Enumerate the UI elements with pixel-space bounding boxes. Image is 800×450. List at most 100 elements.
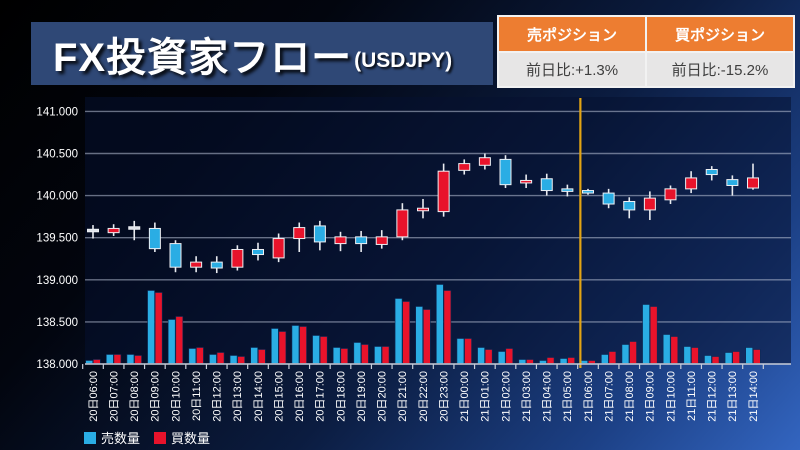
x-axis-label: 21日12:00: [707, 371, 719, 422]
buy-position-value: 前日比:-15.2%: [645, 51, 795, 88]
volume-bar-sell: [683, 346, 692, 364]
legend-buy-label: 買数量: [171, 431, 211, 446]
volume-bar-buy: [113, 354, 122, 364]
volume-bar-buy: [381, 346, 390, 364]
volume-bar-sell: [147, 290, 155, 364]
candle-body: [355, 236, 368, 245]
volume-bar-buy: [278, 331, 287, 364]
x-axis-label: 21日03:00: [521, 371, 533, 422]
volume-bar-sell: [497, 351, 506, 364]
volume-bar-sell: [724, 352, 733, 364]
volume-bar-sell: [539, 360, 547, 364]
legend-item-buy: 買数量: [154, 428, 210, 447]
candle-body: [148, 227, 161, 250]
volume-bar-buy: [299, 326, 307, 364]
volume-bar-sell: [415, 306, 424, 364]
volume-bar-buy: [587, 360, 596, 364]
y-axis-label: 140.500: [36, 149, 78, 161]
volume-bar-sell: [250, 347, 258, 364]
volume-bar-sell: [312, 335, 320, 364]
volume-bar-buy: [505, 348, 514, 364]
volume-bar-sell: [580, 360, 589, 364]
buy-volume-swatch-icon: [154, 431, 167, 444]
position-summary-table: 売ポジション 買ポジション 前日比:+1.3% 前日比:-15.2%: [497, 15, 795, 88]
y-axis-label: 138.000: [36, 359, 78, 371]
candle-body: [705, 168, 718, 176]
volume-bar-sell: [85, 360, 93, 364]
x-axis-label: 20日06:00: [88, 371, 100, 422]
x-axis-label: 21日11:00: [686, 371, 698, 421]
volume-bar-sell: [374, 346, 382, 364]
volume-bar-sell: [332, 347, 341, 364]
x-axis-label: 20日07:00: [108, 371, 120, 422]
candle-body: [561, 188, 574, 192]
volume-bar-sell: [126, 354, 135, 364]
volume-bar-sell: [704, 355, 712, 364]
volume-bar-buy: [567, 357, 575, 364]
volume-bar-sell: [188, 348, 197, 364]
x-axis-label: 21日09:00: [645, 371, 657, 422]
volume-bar-sell: [477, 347, 485, 364]
x-axis-label: 20日18:00: [335, 371, 347, 422]
volume-bar-sell: [394, 298, 403, 364]
x-axis-label: 20日11:00: [191, 371, 203, 421]
candle-body: [478, 157, 491, 166]
volume-bar-sell: [642, 304, 650, 364]
candle-body: [437, 170, 450, 213]
candle-body: [602, 192, 615, 205]
legend-sell-label: 売数量: [101, 431, 141, 446]
y-axis-label: 139.000: [36, 275, 78, 287]
x-axis-label: 20日17:00: [315, 371, 327, 422]
candle-body: [540, 178, 553, 192]
x-axis-label: 21日07:00: [603, 371, 615, 422]
x-axis-label: 21日13:00: [727, 371, 739, 422]
volume-bar-buy: [196, 347, 204, 364]
volume-bar-buy: [216, 352, 225, 364]
x-axis-label: 20日15:00: [273, 371, 285, 422]
candle-body: [685, 177, 698, 190]
title-box: FX投資家フロー (USDJPY): [31, 22, 493, 85]
volume-bar-sell: [353, 342, 362, 364]
candle-body: [417, 207, 429, 212]
y-axis-label: 138.500: [36, 317, 78, 329]
volume-bar-buy: [711, 356, 720, 364]
x-axis-label: 20日14:00: [253, 371, 265, 422]
candle-body: [375, 236, 388, 245]
x-axis-label: 20日09:00: [150, 371, 162, 422]
chart-legend: 売数量 買数量: [84, 428, 210, 447]
volume-bar-buy: [691, 347, 699, 364]
volume-bar-sell: [106, 354, 114, 364]
candle-body: [169, 243, 182, 268]
volume-bar-buy: [608, 351, 617, 364]
volume-bar-buy: [464, 338, 472, 364]
volume-bar-buy: [361, 344, 369, 364]
x-axis-label: 20日10:00: [170, 371, 182, 422]
x-axis-label: 20日21:00: [397, 371, 409, 422]
candle-body: [87, 228, 99, 233]
x-axis-label: 21日01:00: [480, 371, 492, 422]
candle-body: [582, 190, 594, 194]
volume-bar-sell: [601, 354, 609, 364]
x-axis-label: 20日23:00: [438, 371, 450, 422]
x-axis-label: 20日22:00: [418, 371, 430, 422]
candle-body: [334, 236, 347, 245]
candle-body: [293, 227, 306, 240]
candle-body: [128, 226, 141, 230]
x-axis-label: 20日12:00: [212, 371, 224, 422]
y-axis-label: 141.000: [36, 106, 78, 118]
x-axis-label: 20日08:00: [129, 371, 141, 422]
volume-bar-sell: [209, 354, 217, 364]
candle-body: [396, 209, 409, 238]
volume-bar-sell: [229, 355, 238, 364]
volume-bar-sell: [436, 284, 444, 364]
x-axis-label: 21日06:00: [583, 371, 595, 422]
volume-bar-buy: [340, 348, 349, 364]
volume-bar-buy: [443, 290, 452, 364]
sell-position-header: 売ポジション: [497, 15, 647, 53]
volume-bar-sell: [745, 347, 754, 364]
x-axis-label: 20日16:00: [294, 371, 306, 422]
x-axis-label: 21日02:00: [500, 371, 512, 422]
candle-body: [252, 248, 264, 256]
volume-bar-sell: [167, 319, 176, 364]
